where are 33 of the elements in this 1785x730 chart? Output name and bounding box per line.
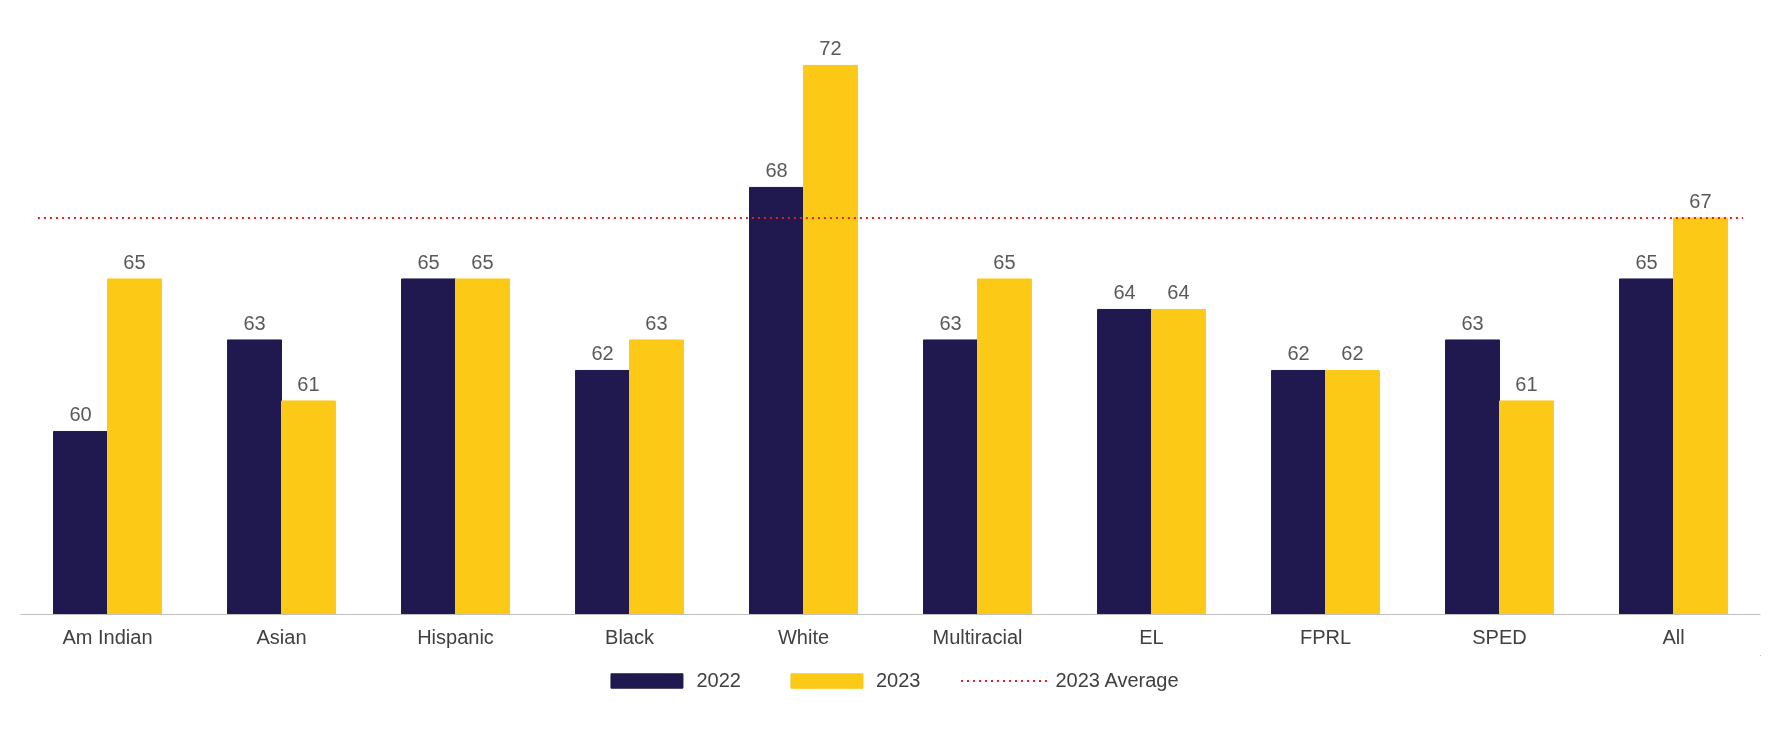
x-tick-label: White	[777, 625, 830, 648]
data-label: 65	[417, 250, 440, 273]
x-tick-label: FPRL	[1299, 625, 1352, 648]
data-label: 63	[243, 311, 266, 334]
data-label: 67	[1689, 189, 1712, 212]
data-label: 72	[819, 37, 842, 60]
legend-label: 2023	[875, 668, 921, 692]
x-tick-label: Multiracial	[932, 625, 1023, 648]
data-label: 64	[1167, 281, 1190, 304]
data-label: 65	[993, 250, 1016, 273]
data-label: 60	[69, 403, 92, 426]
x-tick-label: Am Indian	[62, 625, 153, 648]
x-tick-label: All	[1662, 625, 1685, 648]
x-tick-label: EL	[1139, 625, 1164, 648]
data-label: 63	[1461, 311, 1484, 334]
data-label: 63	[939, 311, 962, 334]
x-tick-label: Black	[605, 625, 655, 648]
data-label: 65	[471, 250, 494, 273]
data-label: 68	[765, 159, 788, 182]
data-label: 64	[1113, 281, 1136, 304]
data-label: 61	[297, 372, 320, 395]
data-label: 65	[1635, 250, 1658, 273]
data-label: 61	[1515, 372, 1538, 395]
data-label: 62	[1341, 342, 1364, 365]
legend-label: 2023 Average	[1055, 668, 1179, 692]
x-tick-label: SPED	[1472, 625, 1527, 648]
legend-label: 2022	[696, 668, 741, 692]
data-label: 62	[1287, 342, 1310, 365]
x-tick-label: Asian	[256, 625, 307, 648]
data-label: 62	[591, 342, 614, 365]
data-label: 63	[645, 311, 668, 334]
data-label: 65	[123, 250, 146, 273]
x-tick-label: Hispanic	[417, 625, 494, 648]
